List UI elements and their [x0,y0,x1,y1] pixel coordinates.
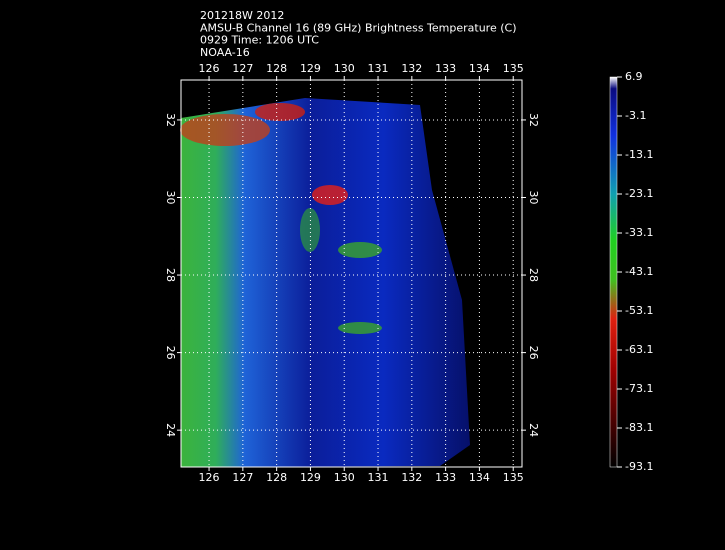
lon-label: 131 [368,62,389,75]
lon-label: 130 [334,471,355,484]
lon-label: 135 [503,471,524,484]
colorbar-label: -53.1 [625,304,653,317]
lon-label: 133 [435,62,456,75]
colorbar-label: 6.9 [625,70,643,83]
lon-label: 126 [199,62,220,75]
lon-label: 131 [368,471,389,484]
lon-label: 132 [401,62,422,75]
lat-label: 26 [527,346,540,360]
lon-label: 130 [334,62,355,75]
lon-label: 128 [266,62,287,75]
lat-label: 28 [527,268,540,282]
lat-label: 24 [527,423,540,437]
lon-label: 129 [300,62,321,75]
colorbar-label: -63.1 [625,343,653,356]
lat-label: 30 [164,190,177,204]
lat-label: 30 [527,190,540,204]
satellite-swath [180,98,470,467]
lon-label: 132 [401,471,422,484]
lat-label: 28 [164,268,177,282]
lat-label: 32 [164,113,177,127]
colorbar-label: -43.1 [625,265,653,278]
map-frame [180,79,523,468]
lon-label: 134 [469,62,490,75]
lon-label: 127 [232,62,253,75]
title-line: AMSU-B Channel 16 (89 GHz) Brightness Te… [200,21,517,34]
colorbar-label: -13.1 [625,148,653,161]
lat-label: 26 [164,346,177,360]
lon-label: 135 [503,62,524,75]
colorbar [609,76,618,468]
title-line: NOAA-16 [200,46,250,59]
lon-label: 128 [266,471,287,484]
colorbar-label: -3.1 [625,109,646,122]
colorbar-label: -33.1 [625,226,653,239]
lon-label: 134 [469,471,490,484]
lat-label: 32 [527,113,540,127]
colorbar-label: -93.1 [625,460,653,473]
colorbar-label: -83.1 [625,421,653,434]
lon-label: 127 [232,471,253,484]
lon-label: 129 [300,471,321,484]
lon-label: 133 [435,471,456,484]
lat-label: 24 [164,423,177,437]
title-line: 201218W 2012 [200,9,284,22]
colorbar-label: -73.1 [625,382,653,395]
title-line: 0929 Time: 1206 UTC [200,34,319,47]
lon-label: 126 [199,471,220,484]
colorbar-label: -23.1 [625,187,653,200]
